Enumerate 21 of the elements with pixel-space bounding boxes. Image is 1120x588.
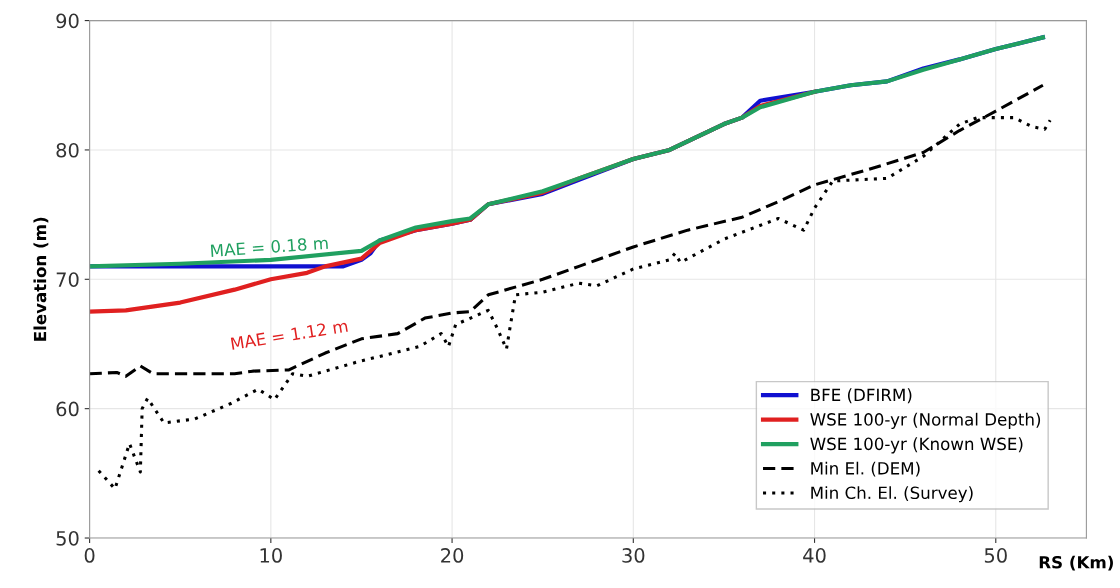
x-axis-title: RS (Km) bbox=[1039, 555, 1113, 571]
legend-label: Min El. (DEM) bbox=[811, 461, 920, 477]
legend-label: WSE 100-yr (Normal Depth) bbox=[810, 412, 1041, 429]
y-tick-label: 50 bbox=[56, 530, 79, 546]
x-tick-label: 30 bbox=[622, 548, 645, 563]
y-tick-label: 60 bbox=[56, 401, 79, 417]
line-series bbox=[89, 35, 1045, 269]
x-tick-label: 40 bbox=[803, 548, 826, 563]
x-tick-label: 10 bbox=[260, 548, 282, 563]
legend-label: BFE (DFIRM) bbox=[811, 388, 912, 404]
x-tick-label: 20 bbox=[441, 548, 464, 563]
y-tick-label: 70 bbox=[56, 272, 79, 287]
legend-label: WSE 100-yr (Known WSE) bbox=[810, 437, 1023, 454]
y-tick-label: 80 bbox=[56, 142, 79, 158]
annotation: MAE = 0.18 m bbox=[210, 236, 328, 258]
legend-label: Min Ch. El. (Survey) bbox=[811, 486, 973, 503]
y-axis-title: Elevation (m) bbox=[33, 217, 49, 341]
annotation: MAE = 1.12 m bbox=[230, 319, 348, 350]
x-tick-label: 50 bbox=[984, 548, 1007, 563]
y-tick-label: 90 bbox=[56, 13, 79, 29]
x-tick-label: 0 bbox=[84, 548, 95, 563]
